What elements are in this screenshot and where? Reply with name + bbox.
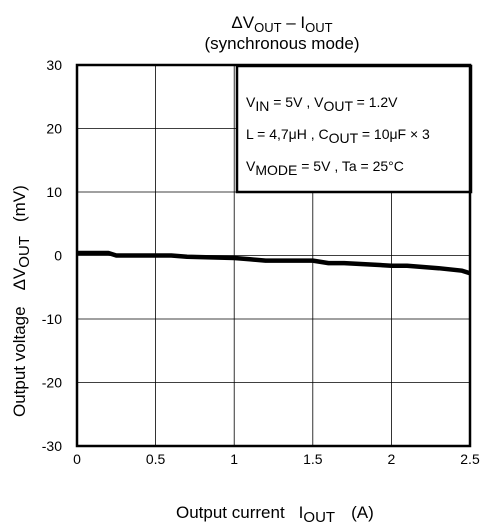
x-tick-label: 0.5: [146, 451, 166, 467]
condition-text: V: [246, 94, 256, 110]
chart-title: ΔVOUT – IOUT: [231, 13, 332, 35]
tick-layer: 0 0.5 1 1.5 2 2.5 30 20 10 0 -10 -20 -30: [42, 57, 480, 467]
x-tick-label: 1: [230, 451, 238, 467]
condition-text: OUT: [323, 98, 353, 114]
condition-text: IN: [255, 98, 269, 114]
y-tick-label: -20: [42, 375, 62, 391]
condition-line: VIN = 5V , VOUT = 1.2V: [246, 94, 398, 114]
x-tick-label: 2: [388, 451, 396, 467]
condition-text: = 10μF × 3: [358, 126, 430, 142]
y-label-prefix: Output voltage: [10, 306, 29, 417]
title-v-sub: OUT: [254, 20, 282, 35]
condition-text: V: [246, 158, 256, 174]
series-layer: [77, 250, 471, 276]
condition-text: = 5V , Ta = 25°C: [297, 158, 404, 174]
x-label-unit: (A): [351, 503, 374, 522]
y-label-symbol: V: [10, 267, 29, 279]
y-tick-label: 30: [46, 57, 62, 73]
condition-line: L = 4,7μH , COUT = 10μF × 3: [246, 126, 430, 146]
title-delta: Δ: [231, 13, 242, 32]
title-i-sub: OUT: [305, 20, 333, 35]
y-tick-label: -30: [42, 438, 62, 454]
chart-subtitle: (synchronous mode): [205, 34, 360, 53]
y-tick-label: 20: [46, 121, 62, 137]
y-tick-label: -10: [42, 311, 62, 327]
x-axis-label: Output current IOUT (A): [176, 503, 374, 525]
title-v: V: [243, 13, 255, 32]
condition-text: L = 4,7μH , C: [246, 126, 329, 142]
y-axis-label: Output voltage ΔVOUT (mV): [10, 185, 33, 417]
y-label-delta: Δ: [10, 279, 29, 290]
y-label-symbol-sub: OUT: [16, 236, 33, 268]
y-label-unit: (mV): [10, 185, 29, 222]
x-tick-label: 1.5: [303, 451, 323, 467]
conditions-lines: VIN = 5V , VOUT = 1.2VL = 4,7μH , COUT =…: [246, 94, 430, 178]
x-label-symbol-sub: OUT: [303, 509, 335, 525]
x-tick-label: 2.5: [460, 451, 480, 467]
condition-text: OUT: [329, 130, 359, 146]
x-label-symbol: I: [299, 503, 304, 522]
condition-text: = 1.2V: [353, 94, 398, 110]
x-label-prefix: Output current: [176, 503, 285, 522]
condition-text: MODE: [255, 162, 297, 178]
plot-frame: [75, 63, 472, 448]
x-tick-label: 0: [73, 451, 81, 467]
condition-line: VMODE = 5V , Ta = 25°C: [246, 158, 404, 178]
y-tick-label: 10: [46, 184, 62, 200]
y-tick-label: 0: [54, 248, 62, 264]
condition-text: = 5V , V: [269, 94, 324, 110]
conditions-box: VIN = 5V , VOUT = 1.2VL = 4,7μH , COUT =…: [235, 64, 473, 194]
title-dash: – I: [282, 13, 306, 32]
series-line: [77, 250, 471, 276]
